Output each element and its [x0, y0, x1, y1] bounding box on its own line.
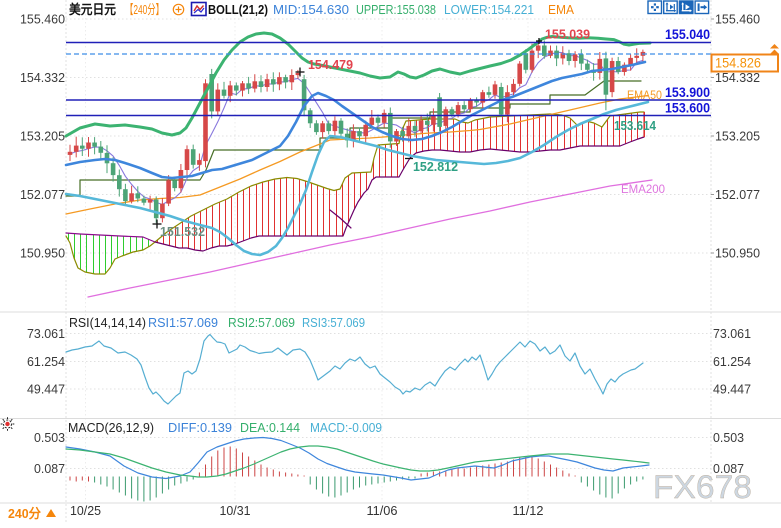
svg-text:152.077: 152.077 [715, 187, 760, 202]
svg-text:【240分】: 【240分】 [125, 2, 164, 17]
svg-text:49.447: 49.447 [27, 382, 65, 397]
svg-text:11/12: 11/12 [513, 504, 544, 518]
svg-text:240分: 240分 [8, 506, 41, 521]
svg-text:155.039: 155.039 [545, 27, 590, 42]
svg-text:MACD:-0.009: MACD:-0.009 [310, 420, 382, 435]
svg-text:LOWER:154.221: LOWER:154.221 [444, 2, 534, 17]
svg-text:0.503: 0.503 [713, 430, 744, 445]
svg-text:MID:154.630: MID:154.630 [273, 2, 349, 17]
svg-text:154.479: 154.479 [308, 57, 353, 72]
svg-text:153.900: 153.900 [665, 85, 710, 100]
svg-text:73.061: 73.061 [713, 326, 751, 341]
svg-text:美元日元: 美元日元 [69, 2, 116, 17]
svg-text:61.254: 61.254 [713, 354, 751, 369]
svg-text:151.532: 151.532 [160, 224, 205, 239]
svg-text:UPPER:155.038: UPPER:155.038 [356, 2, 436, 17]
svg-text:MACD(26,12,9): MACD(26,12,9) [68, 420, 154, 435]
svg-text:153.600: 153.600 [665, 101, 710, 116]
svg-text:EMA: EMA [548, 2, 574, 17]
svg-text:EMA50: EMA50 [627, 88, 662, 102]
svg-text:153.205: 153.205 [20, 129, 65, 144]
svg-text:10/31: 10/31 [220, 504, 251, 518]
svg-text:152.812: 152.812 [413, 159, 458, 174]
svg-text:FX678: FX678 [653, 469, 752, 505]
svg-text:EMA200: EMA200 [621, 182, 665, 196]
svg-text:150.950: 150.950 [20, 246, 65, 261]
svg-text:RSI1:57.069: RSI1:57.069 [148, 315, 218, 330]
svg-text:10/25: 10/25 [70, 504, 101, 518]
svg-text:11/06: 11/06 [367, 504, 398, 518]
svg-text:73.061: 73.061 [27, 326, 65, 341]
svg-text:155.040: 155.040 [665, 27, 710, 42]
svg-text:154.332: 154.332 [715, 70, 760, 85]
svg-text:DIFF:0.139: DIFF:0.139 [168, 420, 232, 435]
svg-text:154.332: 154.332 [20, 70, 65, 85]
svg-text:152.077: 152.077 [20, 187, 65, 202]
svg-text:153.205: 153.205 [715, 129, 760, 144]
svg-text:RSI(14,14,14): RSI(14,14,14) [69, 315, 146, 330]
svg-text:155.460: 155.460 [715, 12, 760, 27]
svg-text:RSI3:57.069: RSI3:57.069 [302, 315, 365, 330]
svg-text:61.254: 61.254 [27, 354, 65, 369]
svg-text:RSI2:57.069: RSI2:57.069 [228, 315, 295, 330]
svg-text:DEA:0.144: DEA:0.144 [240, 420, 300, 435]
svg-text:BOLL(21,2): BOLL(21,2) [208, 2, 268, 17]
svg-text:154.826: 154.826 [715, 56, 761, 71]
svg-text:150.950: 150.950 [715, 246, 760, 261]
svg-text:0.503: 0.503 [34, 430, 65, 445]
svg-text:0.087: 0.087 [713, 461, 744, 476]
svg-text:0.087: 0.087 [34, 461, 65, 476]
svg-text:153.614: 153.614 [614, 118, 657, 133]
svg-text:49.447: 49.447 [713, 382, 751, 397]
svg-text:155.460: 155.460 [20, 12, 65, 27]
